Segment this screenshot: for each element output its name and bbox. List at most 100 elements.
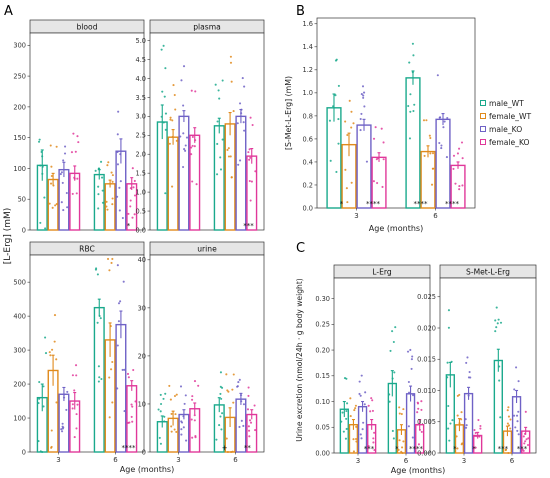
data-point [193, 419, 196, 422]
data-point [191, 398, 194, 401]
data-point [328, 119, 331, 122]
data-point [249, 199, 252, 202]
y-tick-label: 0.2 [303, 181, 314, 189]
data-point [118, 186, 121, 189]
data-point [119, 300, 122, 303]
data-point [440, 147, 443, 150]
data-point [221, 138, 224, 141]
data-point [456, 447, 459, 450]
legend: male_WT female_WT male_KO female_KO [480, 97, 550, 149]
data-point [219, 415, 222, 418]
y-tick-label: 3.0 [136, 113, 147, 121]
data-point [242, 403, 246, 406]
data-point [190, 153, 193, 156]
data-point [409, 348, 412, 352]
data-point [129, 199, 132, 202]
data-point [94, 169, 97, 172]
data-point [430, 183, 434, 186]
data-point [499, 321, 503, 324]
data-point [191, 436, 194, 439]
data-point [360, 437, 363, 440]
data-point [185, 136, 189, 139]
data-point [232, 373, 235, 376]
data-point [60, 428, 63, 431]
data-point [372, 437, 375, 440]
data-point [454, 182, 457, 185]
y-tick-label: 0.15 [315, 372, 330, 380]
data-point [77, 141, 80, 144]
data-point [164, 128, 167, 131]
data-point [401, 446, 404, 449]
data-point [526, 443, 530, 447]
data-point [160, 402, 163, 406]
data-point [164, 392, 167, 395]
y-tick-label: 1.4 [303, 43, 314, 51]
legend-item-male-wt: male_WT [480, 97, 550, 109]
y-tick-label: 0.0 [303, 204, 314, 212]
data-point [130, 415, 133, 418]
data-point [229, 55, 232, 58]
y-tick-label: 4.5 [136, 56, 147, 64]
data-point [226, 389, 229, 392]
data-point [171, 119, 174, 122]
data-point [219, 371, 222, 374]
data-point [447, 404, 450, 408]
data-point [525, 438, 528, 441]
y-tick-label: 0.5 [136, 207, 147, 215]
data-point [341, 411, 344, 414]
data-point [446, 117, 449, 120]
data-point [496, 322, 499, 325]
data-point [182, 104, 185, 107]
data-point [346, 201, 349, 204]
data-point [363, 105, 366, 108]
data-point [416, 411, 419, 414]
data-point [469, 376, 472, 379]
y-tick-label: 0.025 [417, 293, 436, 301]
data-point [329, 159, 332, 162]
y-tick-label: 1.0 [136, 189, 147, 197]
data-point [217, 89, 220, 92]
data-point [97, 207, 100, 210]
data-point [101, 176, 104, 179]
data-point [360, 93, 363, 96]
data-point [407, 380, 410, 384]
data-point [479, 427, 482, 430]
y-tick-label: 150 [13, 134, 26, 142]
significance-label: * [453, 445, 457, 453]
data-point [97, 185, 100, 188]
data-point [393, 371, 396, 374]
significance-label: * [127, 222, 131, 230]
data-point [429, 136, 432, 140]
chart-blood: blood 0 50 100 150 200 250 300 * [13, 19, 145, 234]
data-point [95, 267, 98, 270]
data-point [182, 426, 185, 429]
data-point [44, 352, 48, 355]
legend-label: male_KO [489, 124, 523, 134]
data-point [442, 126, 445, 129]
data-point [238, 378, 241, 381]
y-tick-label: 0.25 [315, 321, 330, 329]
data-point [350, 126, 353, 129]
data-point [247, 394, 250, 397]
data-point [417, 407, 420, 410]
panel-a-xlabel: Age (months) [120, 465, 174, 474]
data-point [372, 441, 375, 444]
data-point [364, 391, 367, 394]
data-point [190, 146, 193, 149]
data-point [514, 426, 517, 429]
data-point [111, 360, 114, 364]
data-point [372, 137, 376, 140]
y-tick-label: 100 [13, 165, 26, 173]
data-point [75, 427, 78, 430]
x-tick-label: 6 [404, 457, 409, 465]
data-point [440, 144, 443, 147]
data-point [97, 365, 100, 368]
data-point [248, 179, 251, 183]
data-point [37, 140, 41, 143]
data-point [170, 425, 173, 428]
data-point [194, 90, 197, 93]
x-tick-label: 3 [356, 457, 360, 465]
panel-letter-a: A [4, 4, 13, 19]
data-point [66, 206, 69, 209]
data-point [517, 410, 520, 413]
